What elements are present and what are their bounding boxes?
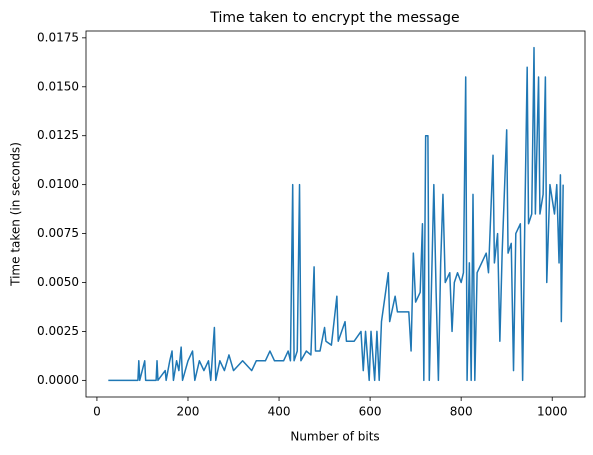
y-tick-label: 0.0175 <box>37 30 79 44</box>
y-tick-label: 0.0075 <box>37 226 79 240</box>
y-tick-label: 0.0000 <box>37 373 79 387</box>
x-tick-label: 600 <box>359 405 382 419</box>
data-line <box>108 46 564 382</box>
x-tick-label: 400 <box>268 405 291 419</box>
y-tick-label: 0.0150 <box>37 79 79 93</box>
y-tick-label: 0.0050 <box>37 275 79 289</box>
plot-frame <box>85 30 586 398</box>
x-tick-label: 0 <box>93 405 101 419</box>
y-tick-label: 0.0025 <box>37 324 79 338</box>
y-tick-label: 0.0100 <box>37 177 79 191</box>
y-axis-label: Time taken (in seconds) <box>9 142 23 287</box>
y-tick-label: 0.0125 <box>37 128 79 142</box>
x-tick-label: 200 <box>177 405 200 419</box>
x-tick-label: 1000 <box>537 405 568 419</box>
x-tick-label: 800 <box>450 405 473 419</box>
x-axis-label: Number of bits <box>290 430 379 444</box>
chart-title: Time taken to encrypt the message <box>209 10 459 26</box>
